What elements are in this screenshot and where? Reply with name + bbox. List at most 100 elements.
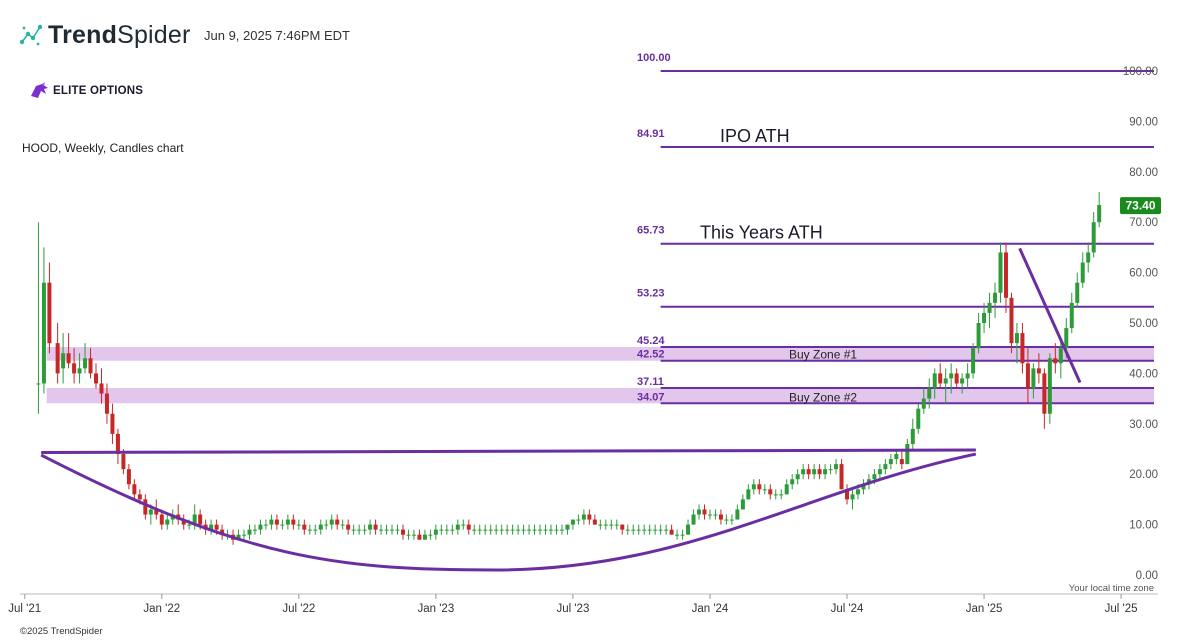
level-annotation: IPO ATH [720,126,790,146]
candle-up [488,529,493,531]
candle-up [927,388,932,399]
candle-up [538,529,543,531]
candle-up [148,509,153,515]
x-tick-label: Jul '22 [282,603,315,615]
candle-up [477,529,482,531]
candle-up [41,282,46,384]
y-tick-label: 0.00 [1136,570,1158,582]
cup-curve [40,452,977,572]
candle-up [384,529,389,531]
candle-down [154,509,159,515]
candle-down [1025,363,1030,389]
candle-up [329,519,334,525]
candle-up [729,519,734,521]
candle-up [910,428,915,444]
candle-down [88,358,93,374]
candle-down [121,454,126,470]
candle-up [406,534,411,536]
candle-down [214,524,219,530]
candle-up [307,529,312,531]
candle-up [187,524,192,526]
last-price-badge [1120,197,1161,215]
buy-zone-2-band [46,387,1154,404]
candle-up [472,529,477,531]
candle-up [751,484,756,490]
candle-up [368,524,373,530]
candle-up [242,534,247,536]
candle-up [165,519,170,525]
candle-up [36,383,41,385]
x-tick-label: Jul '21 [8,603,41,615]
candle-up [960,378,965,384]
candle-up [439,529,444,531]
candle-up [83,358,88,369]
candle-down [1036,368,1041,374]
candle-up [697,509,702,515]
copyright: ©2025 TrendSpider [20,626,103,637]
candle-up [949,373,954,379]
brand-name: TrendSpider [48,20,191,49]
candle-up [499,529,504,531]
candle-up [636,529,641,531]
candle-down [291,519,296,525]
candle-up [762,489,767,491]
y-tick-label: 100.00 [1123,66,1158,78]
candle-down [302,524,307,530]
candle-up [379,529,384,531]
candle-down [768,489,773,495]
candle-up [598,524,603,526]
candle-down [94,373,99,384]
candle-up [872,474,877,480]
candle-down [592,519,597,525]
candle-up [61,353,66,369]
candle-up [247,529,252,535]
header: TrendSpider [18,20,191,50]
candle-down [1042,373,1047,414]
x-tick-label: Jul '23 [556,603,589,615]
candle-up [631,529,636,531]
candle-up [516,529,521,531]
candle-up [894,454,899,460]
candle-up [976,323,981,349]
candle-up [296,524,301,526]
candle-down [417,534,422,540]
candle-up [1014,333,1019,344]
candle-up [686,524,691,535]
candle-up [642,529,647,531]
candle-up [1058,348,1063,364]
x-tick-label: Jan '23 [418,603,455,615]
candle-up [625,529,630,531]
candle-up [713,514,718,516]
candle-down [373,524,378,530]
candle-down [99,383,104,394]
candle-up [548,529,553,531]
candle-up [390,529,395,531]
candle-up [1064,328,1069,349]
candle-up [340,524,345,526]
level-label-65.73: 65.73 [637,225,665,237]
candle-down [899,459,904,465]
candle-up [823,469,828,475]
y-tick-label: 60.00 [1129,268,1158,280]
candle-up [554,529,559,531]
candle-down [466,524,471,530]
candle-up [357,529,362,531]
candle-down [702,509,707,515]
trendline-downtrend [1018,247,1082,384]
candle-down [181,519,186,525]
candle-up [905,443,910,465]
buy-zone-1-name: Buy Zone #1 [789,348,857,362]
candle-up [411,534,416,536]
candle-up [77,368,82,374]
candle-up [263,524,268,526]
candle-down [159,514,164,525]
candle-down [845,489,850,500]
candle-up [532,529,537,531]
candle-down [346,524,351,530]
candle-down [757,484,762,490]
candle-up [647,529,652,531]
candle-down [132,484,137,495]
candle-down [72,363,77,374]
level-label-100.00: 100.00 [637,52,671,64]
